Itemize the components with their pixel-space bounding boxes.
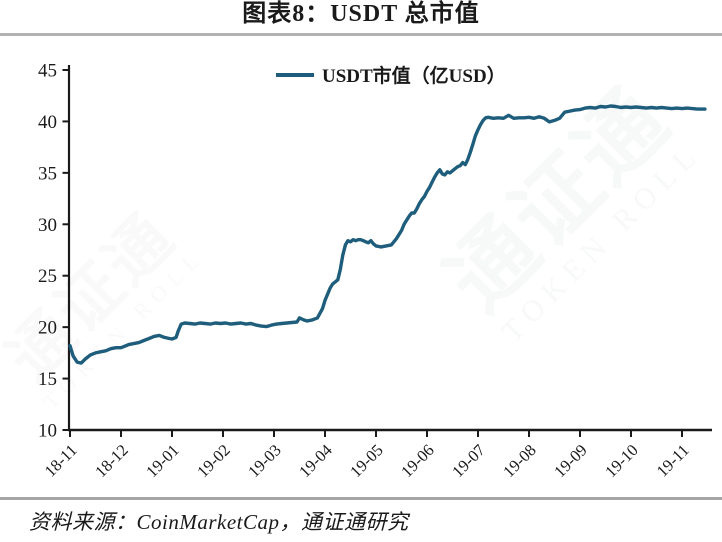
chart-legend: USDT市值（亿USD）: [276, 61, 506, 88]
y-axis-tick-label: 25: [38, 266, 57, 287]
x-axis-tick-label: 19-04: [295, 440, 336, 481]
y-axis-tick-label: 20: [38, 318, 57, 339]
x-axis-tick-label: 19-07: [448, 440, 489, 481]
legend-line-swatch: [276, 72, 314, 77]
y-axis-tick-label: 10: [38, 421, 57, 442]
y-axis-tick-label: 15: [38, 369, 57, 390]
x-axis-tick-label: 19-11: [653, 440, 693, 480]
y-axis-tick-label: 35: [38, 163, 57, 184]
usdt-marketcap-series-line: [68, 104, 707, 365]
top-divider: [0, 33, 722, 36]
bottom-divider: [0, 497, 722, 500]
legend-series-label: USDT市值（亿USD）: [322, 66, 506, 87]
x-axis-tick-label: 18-11: [41, 440, 81, 480]
x-axis-tick-label: 19-09: [550, 440, 591, 481]
x-axis-tick-label: 19-02: [193, 440, 234, 481]
chart-caption: 图表8：USDT 总市值: [242, 1, 480, 27]
data-source-note: 资料来源：CoinMarketCap，通证通研究: [29, 510, 409, 534]
x-axis-tick-label: 19-10: [601, 440, 642, 481]
x-axis-tick-label: 18-12: [91, 440, 132, 481]
x-axis-tick-label: 19-01: [142, 440, 183, 481]
y-axis-tick-label: 30: [38, 215, 57, 236]
x-axis-tick-label: 19-03: [244, 440, 285, 481]
x-axis-tick-label: 19-08: [499, 440, 540, 481]
y-axis-tick-label: 40: [38, 112, 57, 133]
x-axis-tick-label: 19-05: [346, 440, 387, 481]
x-axis-tick-label: 19-06: [397, 440, 438, 481]
y-axis-tick-label: 45: [38, 61, 57, 82]
